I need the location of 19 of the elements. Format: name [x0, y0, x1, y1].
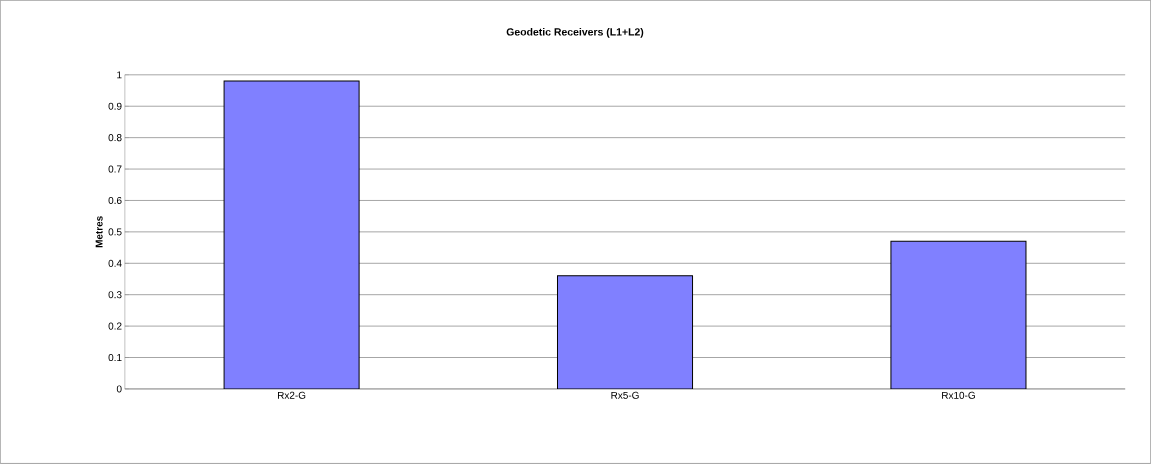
y-tick-label: 0.3: [108, 291, 122, 299]
bar: [223, 80, 360, 390]
x-tick-label: Rx5-G: [611, 391, 639, 399]
y-tick-label: 0.5: [108, 228, 122, 236]
y-tick-label: 0.7: [108, 165, 122, 173]
y-tick-label: 0.1: [108, 354, 122, 362]
y-tick-label: 0: [116, 385, 122, 393]
bar: [556, 275, 694, 390]
y-axis-title: Metres: [95, 216, 103, 248]
x-tick-label: Rx2-G: [277, 391, 306, 399]
y-tick-label: 0.6: [108, 197, 122, 205]
y-tick-label: 1: [117, 71, 122, 79]
y-tick-label: 0.8: [108, 134, 122, 142]
x-tick-label: Rx10-G: [942, 391, 975, 399]
y-tick-label: 0.4: [108, 259, 122, 267]
bar: [890, 240, 1027, 390]
chart-title: Geodetic Receivers (L1+L2): [506, 28, 644, 38]
y-tick-label: 0.2: [108, 322, 122, 330]
y-tick-label: 0.9: [108, 102, 122, 110]
